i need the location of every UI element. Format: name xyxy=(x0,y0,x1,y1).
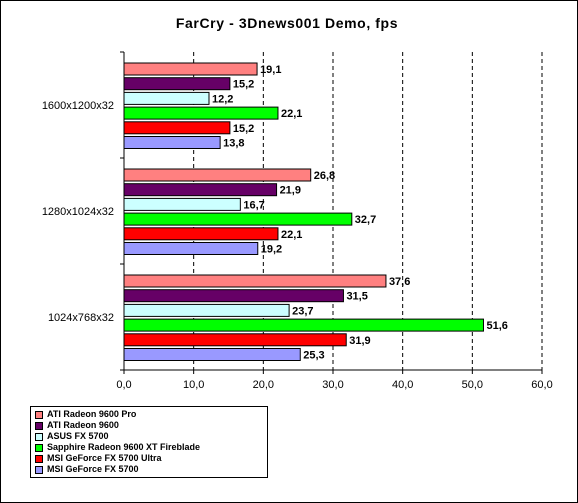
bar xyxy=(123,91,210,105)
legend-swatch xyxy=(35,410,43,419)
legend-label: MSI GeForce FX 5700 xyxy=(47,464,139,474)
bar xyxy=(123,136,221,149)
bar xyxy=(123,183,278,197)
bar xyxy=(123,121,231,135)
data-label: 12,2 xyxy=(212,93,233,105)
legend-label: MSI GeForce FX 5700 Ultra xyxy=(47,453,162,463)
category-label: 1600x1200x32 xyxy=(42,100,114,112)
data-label: 25,3 xyxy=(303,350,324,362)
data-label: 37,6 xyxy=(389,276,410,288)
legend-item: Sapphire Radeon 9600 XT Fireblade xyxy=(35,442,267,453)
data-label: 15,2 xyxy=(233,79,254,91)
bar xyxy=(123,77,231,91)
legend-swatch xyxy=(35,465,43,474)
bar xyxy=(123,197,241,211)
bar xyxy=(123,333,347,347)
legend-item: ATI Radeon 9600 Pro xyxy=(35,409,267,420)
x-tick-label: 30,0 xyxy=(322,379,343,391)
legend-item: MSI GeForce FX 5700 Ultra xyxy=(35,453,267,464)
bar xyxy=(123,62,258,76)
data-label: 26,8 xyxy=(314,170,335,182)
x-tick-label: 50,0 xyxy=(462,379,483,391)
bar xyxy=(123,318,484,332)
bar xyxy=(123,106,279,120)
legend-item: MSI GeForce FX 5700 xyxy=(35,464,267,475)
legend-swatch xyxy=(35,432,43,441)
bar xyxy=(123,274,387,288)
chart-labels: 19,115,212,222,115,213,81600x1200x3226,8… xyxy=(42,64,553,391)
category-label: 1024x768x32 xyxy=(48,312,114,324)
data-label: 19,2 xyxy=(261,244,282,256)
data-label: 19,1 xyxy=(260,64,281,76)
data-label: 32,7 xyxy=(355,214,376,226)
legend-swatch xyxy=(35,454,43,463)
data-label: 22,1 xyxy=(281,229,302,241)
bar xyxy=(123,348,301,361)
legend-label: ASUS FX 5700 xyxy=(47,431,109,441)
bar xyxy=(123,227,279,241)
x-tick-label: 60,0 xyxy=(531,379,552,391)
legend-swatch xyxy=(35,443,43,452)
legend-label: Sapphire Radeon 9600 XT Fireblade xyxy=(47,442,201,452)
axes xyxy=(120,51,543,374)
legend-item: ASUS FX 5700 xyxy=(35,431,267,442)
legend-label: ATI Radeon 9600 xyxy=(47,420,119,430)
data-label: 51,6 xyxy=(486,320,507,332)
legend-item: ATI Radeon 9600 xyxy=(35,420,267,431)
data-label: 31,5 xyxy=(346,291,367,303)
data-label: 31,9 xyxy=(349,335,370,347)
x-tick-label: 10,0 xyxy=(183,379,204,391)
data-label: 23,7 xyxy=(292,305,313,317)
legend: ATI Radeon 9600 Pro ATI Radeon 9600 ASUS F… xyxy=(30,406,268,478)
bar xyxy=(123,168,312,182)
bar xyxy=(123,212,353,226)
data-label: 21,9 xyxy=(280,185,301,197)
x-tick-label: 40,0 xyxy=(392,379,413,391)
legend-swatch xyxy=(35,421,43,430)
grid-lines xyxy=(193,52,543,370)
data-label: 16,7 xyxy=(243,199,264,211)
chart-title: FarCry - 3Dnews001 Demo, fps xyxy=(176,15,398,31)
x-tick-label: 0,0 xyxy=(116,379,131,391)
legend-label: ATI Radeon 9600 Pro xyxy=(47,409,137,419)
bar xyxy=(123,242,259,255)
bar-series xyxy=(123,62,484,361)
data-label: 22,1 xyxy=(281,108,302,120)
data-label: 13,8 xyxy=(223,138,244,150)
bar xyxy=(123,303,290,317)
x-tick-label: 20,0 xyxy=(253,379,274,391)
category-label: 1280x1024x32 xyxy=(42,206,114,218)
data-label: 15,2 xyxy=(233,123,254,135)
bar xyxy=(123,289,344,303)
